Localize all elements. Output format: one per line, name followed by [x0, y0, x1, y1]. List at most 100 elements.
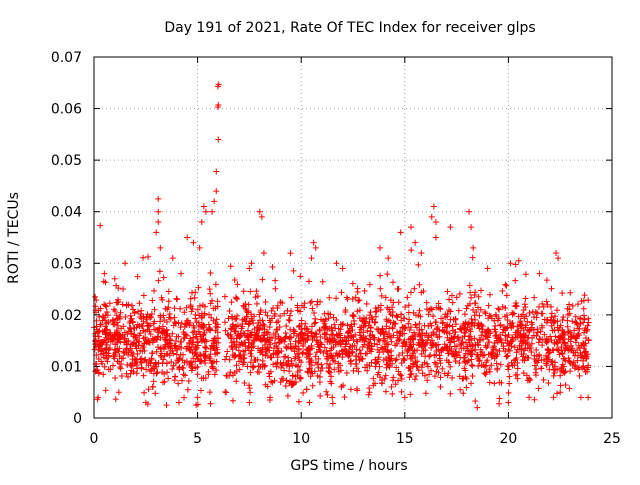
data-point: [190, 239, 197, 246]
data-point: [283, 322, 290, 329]
data-point: [128, 315, 135, 322]
data-point: [140, 292, 147, 299]
data-point: [305, 359, 312, 366]
data-point: [292, 343, 299, 350]
data-point: [207, 300, 214, 307]
data-point: [468, 347, 475, 354]
data-point: [137, 330, 144, 337]
data-point: [388, 352, 395, 359]
data-point: [323, 388, 330, 395]
data-point: [94, 367, 101, 374]
data-point: [469, 254, 476, 261]
data-point: [412, 321, 419, 328]
data-point: [581, 312, 588, 319]
data-point: [520, 370, 527, 377]
data-point: [229, 314, 236, 321]
data-point: [245, 334, 252, 341]
data-point: [247, 359, 254, 366]
data-point: [102, 317, 109, 324]
data-point: [281, 310, 288, 317]
data-point: [137, 314, 144, 321]
data-point: [315, 355, 322, 362]
data-point: [457, 386, 464, 393]
data-point: [394, 313, 401, 320]
data-point: [128, 328, 135, 335]
data-point: [300, 389, 307, 396]
data-point: [282, 334, 289, 341]
data-point: [424, 360, 431, 367]
data-point: [408, 224, 415, 231]
data-point: [560, 363, 567, 370]
data-point: [482, 342, 489, 349]
data-point: [560, 335, 567, 342]
data-point: [368, 343, 375, 350]
data-point: [384, 361, 391, 368]
data-point: [553, 390, 560, 397]
data-point: [150, 370, 157, 377]
data-point: [324, 360, 331, 367]
data-point: [455, 333, 462, 340]
data-point: [112, 347, 119, 354]
data-point: [547, 333, 554, 340]
data-point: [560, 355, 567, 362]
data-point: [477, 287, 484, 294]
data-point: [475, 293, 482, 300]
data-point: [198, 336, 205, 343]
data-point: [374, 326, 381, 333]
data-point: [486, 368, 493, 375]
data-point: [286, 368, 293, 375]
data-point: [182, 321, 189, 328]
data-point: [423, 299, 430, 306]
data-point: [392, 342, 399, 349]
data-point: [526, 377, 533, 384]
data-point: [512, 329, 519, 336]
data-point: [178, 320, 185, 327]
data-point: [259, 337, 266, 344]
data-point: [525, 354, 532, 361]
data-point: [249, 363, 256, 370]
data-point: [248, 353, 255, 360]
data-point: [189, 329, 196, 336]
data-point: [113, 282, 120, 289]
data-point: [178, 377, 185, 384]
data-point: [202, 360, 209, 367]
data-point: [125, 373, 132, 380]
data-point: [505, 346, 512, 353]
data-point: [275, 335, 282, 342]
data-point: [434, 324, 441, 331]
data-point: [406, 326, 413, 333]
data-point: [311, 309, 318, 316]
data-point: [223, 389, 230, 396]
data-point: [551, 339, 558, 346]
data-point: [565, 311, 572, 318]
data-point: [138, 364, 145, 371]
data-point: [118, 373, 125, 380]
data-point: [475, 362, 482, 369]
data-point: [326, 294, 333, 301]
data-point: [206, 353, 213, 360]
data-point: [284, 392, 291, 399]
data-point: [144, 311, 151, 318]
data-point: [502, 281, 509, 288]
data-point: [277, 379, 284, 386]
data-point: [262, 298, 269, 305]
data-point: [288, 294, 295, 301]
data-point: [385, 341, 392, 348]
y-tick-label: 0.04: [51, 205, 82, 221]
data-point: [577, 320, 584, 327]
data-point: [141, 340, 148, 347]
data-point: [407, 391, 414, 398]
data-point: [268, 354, 275, 361]
data-point: [316, 326, 323, 333]
data-point: [169, 330, 176, 337]
data-point: [499, 329, 506, 336]
data-point: [505, 366, 512, 373]
data-point: [402, 304, 409, 311]
data-point: [166, 314, 173, 321]
data-point: [533, 332, 540, 339]
data-point: [228, 299, 235, 306]
data-point: [470, 307, 477, 314]
data-point: [109, 334, 116, 341]
data-point: [270, 361, 277, 368]
data-point: [389, 377, 396, 384]
